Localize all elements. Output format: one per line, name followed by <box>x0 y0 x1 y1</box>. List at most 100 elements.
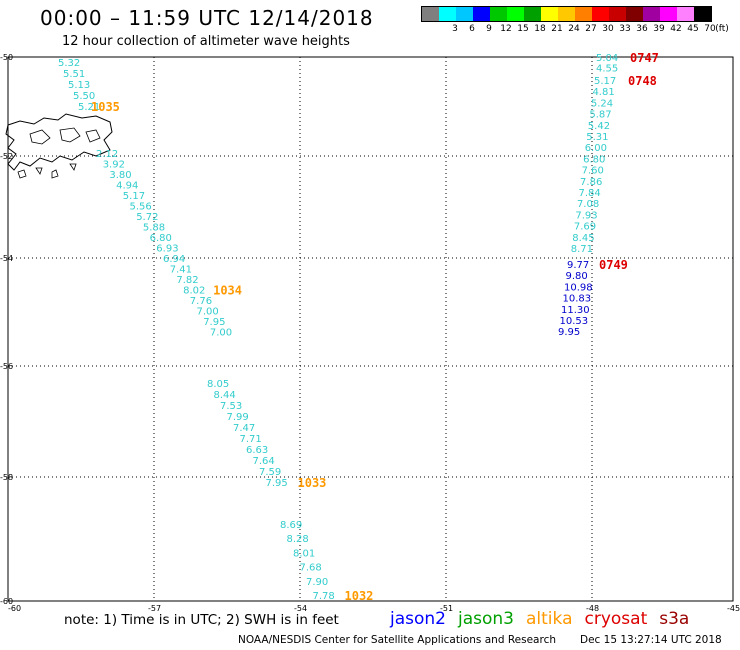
legend-swatch <box>592 7 609 21</box>
legend-labels: 3 6 9 12 15 18 21 24 27 30 33 36 39 42 45 70 (ft) <box>421 22 729 36</box>
legend-label: 36 <box>636 24 648 34</box>
wave-height-value: 5.17 <box>123 191 145 202</box>
wave-height-value: 7.68 <box>300 563 322 574</box>
wave-height-value: 7.59 <box>259 467 281 478</box>
legend-swatch <box>473 7 490 21</box>
wave-height-value: 5.21 <box>78 102 100 113</box>
wave-height-value: 10.53 <box>560 316 589 327</box>
wave-height-value: 7.84 <box>579 188 601 199</box>
track-0748: 5.174.815.245.875.425.316.006.807.607.86… <box>571 74 657 255</box>
legend-label: 12 <box>500 24 512 34</box>
lon-tick-label: -57 <box>148 604 161 613</box>
pass-label: 1032 <box>345 589 374 603</box>
map-title: 00:00 – 11:59 UTC 12/14/2018 <box>40 6 374 30</box>
map-grid <box>7 56 734 602</box>
pass-label: 0749 <box>599 258 628 272</box>
wave-height-value: 7.99 <box>227 412 249 423</box>
axis-tick-labels: -60 -57 -54 -51 -48 -45 -50 -52 -54 -56 -58 -60 <box>0 53 740 613</box>
wave-height-value: 7.08 <box>577 199 599 210</box>
legend-swatch <box>541 7 558 21</box>
lon-tick-label: -51 <box>440 604 453 613</box>
legend-label: 39 <box>653 24 665 34</box>
legend-label: 42 <box>670 24 682 34</box>
legend-swatch <box>524 7 541 21</box>
track-1032: 8.69 8.28 8.01 7.68 7.90 7.78 1032 <box>280 520 373 603</box>
wave-height-value: 4.55 <box>596 64 618 75</box>
wave-height-value: 7.53 <box>220 401 242 412</box>
wave-height-value: 7.86 <box>580 177 602 188</box>
wave-height-value: 5.31 <box>586 132 608 143</box>
legend-label: 27 <box>585 24 597 34</box>
wave-height-value: 6.00 <box>585 143 607 154</box>
legend-label: 24 <box>568 24 580 34</box>
wave-height-value: 4.94 <box>116 181 138 192</box>
wave-height-value: 9.77 <box>567 260 589 271</box>
wave-height-value: 7.60 <box>582 166 604 177</box>
coastline-islands <box>5 113 113 179</box>
legend-swatch <box>507 7 524 21</box>
legend-label: 15 <box>517 24 529 34</box>
wave-height-value: 9.95 <box>558 327 580 338</box>
legend-swatch <box>626 7 643 21</box>
legend-swatch <box>677 7 694 21</box>
pass-label: 1035 <box>91 100 120 114</box>
wave-height-value: 6.80 <box>150 233 172 244</box>
wave-height-value: 7.82 <box>176 275 198 286</box>
satellite-cryosat: cryosat <box>584 609 648 629</box>
pass-label: 1033 <box>298 476 327 490</box>
legend-label: 70 <box>704 24 716 34</box>
wave-height-value: 7.93 <box>575 210 597 221</box>
legend-label: 45 <box>687 24 699 34</box>
legend-label: 30 <box>602 24 614 34</box>
wave-height-value: 8.01 <box>293 548 315 559</box>
wave-height-value: 6.93 <box>156 244 178 255</box>
satellite-altika: altika <box>526 609 573 629</box>
color-legend: 3 6 9 12 15 18 21 24 27 30 33 36 39 42 45 70 (ft) <box>421 6 729 36</box>
wave-height-value: 5.87 <box>589 110 611 121</box>
legend-label: 6 <box>469 24 475 34</box>
legend-swatch <box>558 7 575 21</box>
wave-height-value: 5.04 <box>596 53 618 64</box>
pass-label: 0747 <box>630 51 659 65</box>
lon-tick-label: -54 <box>294 604 307 613</box>
pass-label: 0748 <box>628 74 657 88</box>
track-1033: 8.058.447.537.997.477.716.637.647.597.95… <box>207 379 326 490</box>
wave-height-value: 8.02 <box>183 286 205 297</box>
legend-swatch <box>456 7 473 21</box>
satellite-legend: jason2 jason3 altika cryosat s3a <box>390 609 701 629</box>
generated-timestamp: Dec 15 13:27:14 UTC 2018 <box>580 634 722 646</box>
wave-height-value: 7.69 <box>574 222 596 233</box>
wave-height-value: 8.69 <box>280 520 302 531</box>
wave-height-value: 5.72 <box>136 212 158 223</box>
wave-height-value: 7.00 <box>210 328 232 339</box>
wave-height-value: 5.50 <box>73 91 95 102</box>
wave-height-value: 5.17 <box>594 76 616 87</box>
wave-height-value: 7.71 <box>240 434 262 445</box>
lon-tick-label: -48 <box>586 604 599 613</box>
wave-height-value: 6.94 <box>163 254 185 265</box>
wave-height-value: 8.71 <box>571 244 593 255</box>
wave-height-value: 7.95 <box>203 317 225 328</box>
legend-swatch <box>439 7 456 21</box>
footer-note: note: 1) Time is in UTC; 2) SWH is in fe… <box>64 612 339 628</box>
wave-height-value: 5.24 <box>591 98 613 109</box>
wave-height-value: 7.90 <box>306 577 328 588</box>
wave-height-value: 10.98 <box>564 282 593 293</box>
pass-label: 1034 <box>213 284 242 298</box>
wave-height-value: 5.56 <box>130 202 152 213</box>
lat-tick-label: -50 <box>0 53 13 62</box>
wave-height-value: 5.88 <box>143 223 165 234</box>
wave-height-value: 3.92 <box>103 160 125 171</box>
wave-height-value: 8.05 <box>207 379 229 390</box>
legend-color-bar <box>421 6 712 22</box>
legend-swatch <box>609 7 626 21</box>
wave-height-value: 4.81 <box>592 87 614 98</box>
wave-height-value: 11.30 <box>561 305 590 316</box>
legend-swatch <box>422 7 439 21</box>
legend-label: 18 <box>534 24 546 34</box>
wave-height-value: 5.42 <box>588 121 610 132</box>
wave-height-value: 10.83 <box>563 294 592 305</box>
satellite-jason3: jason3 <box>458 609 514 629</box>
